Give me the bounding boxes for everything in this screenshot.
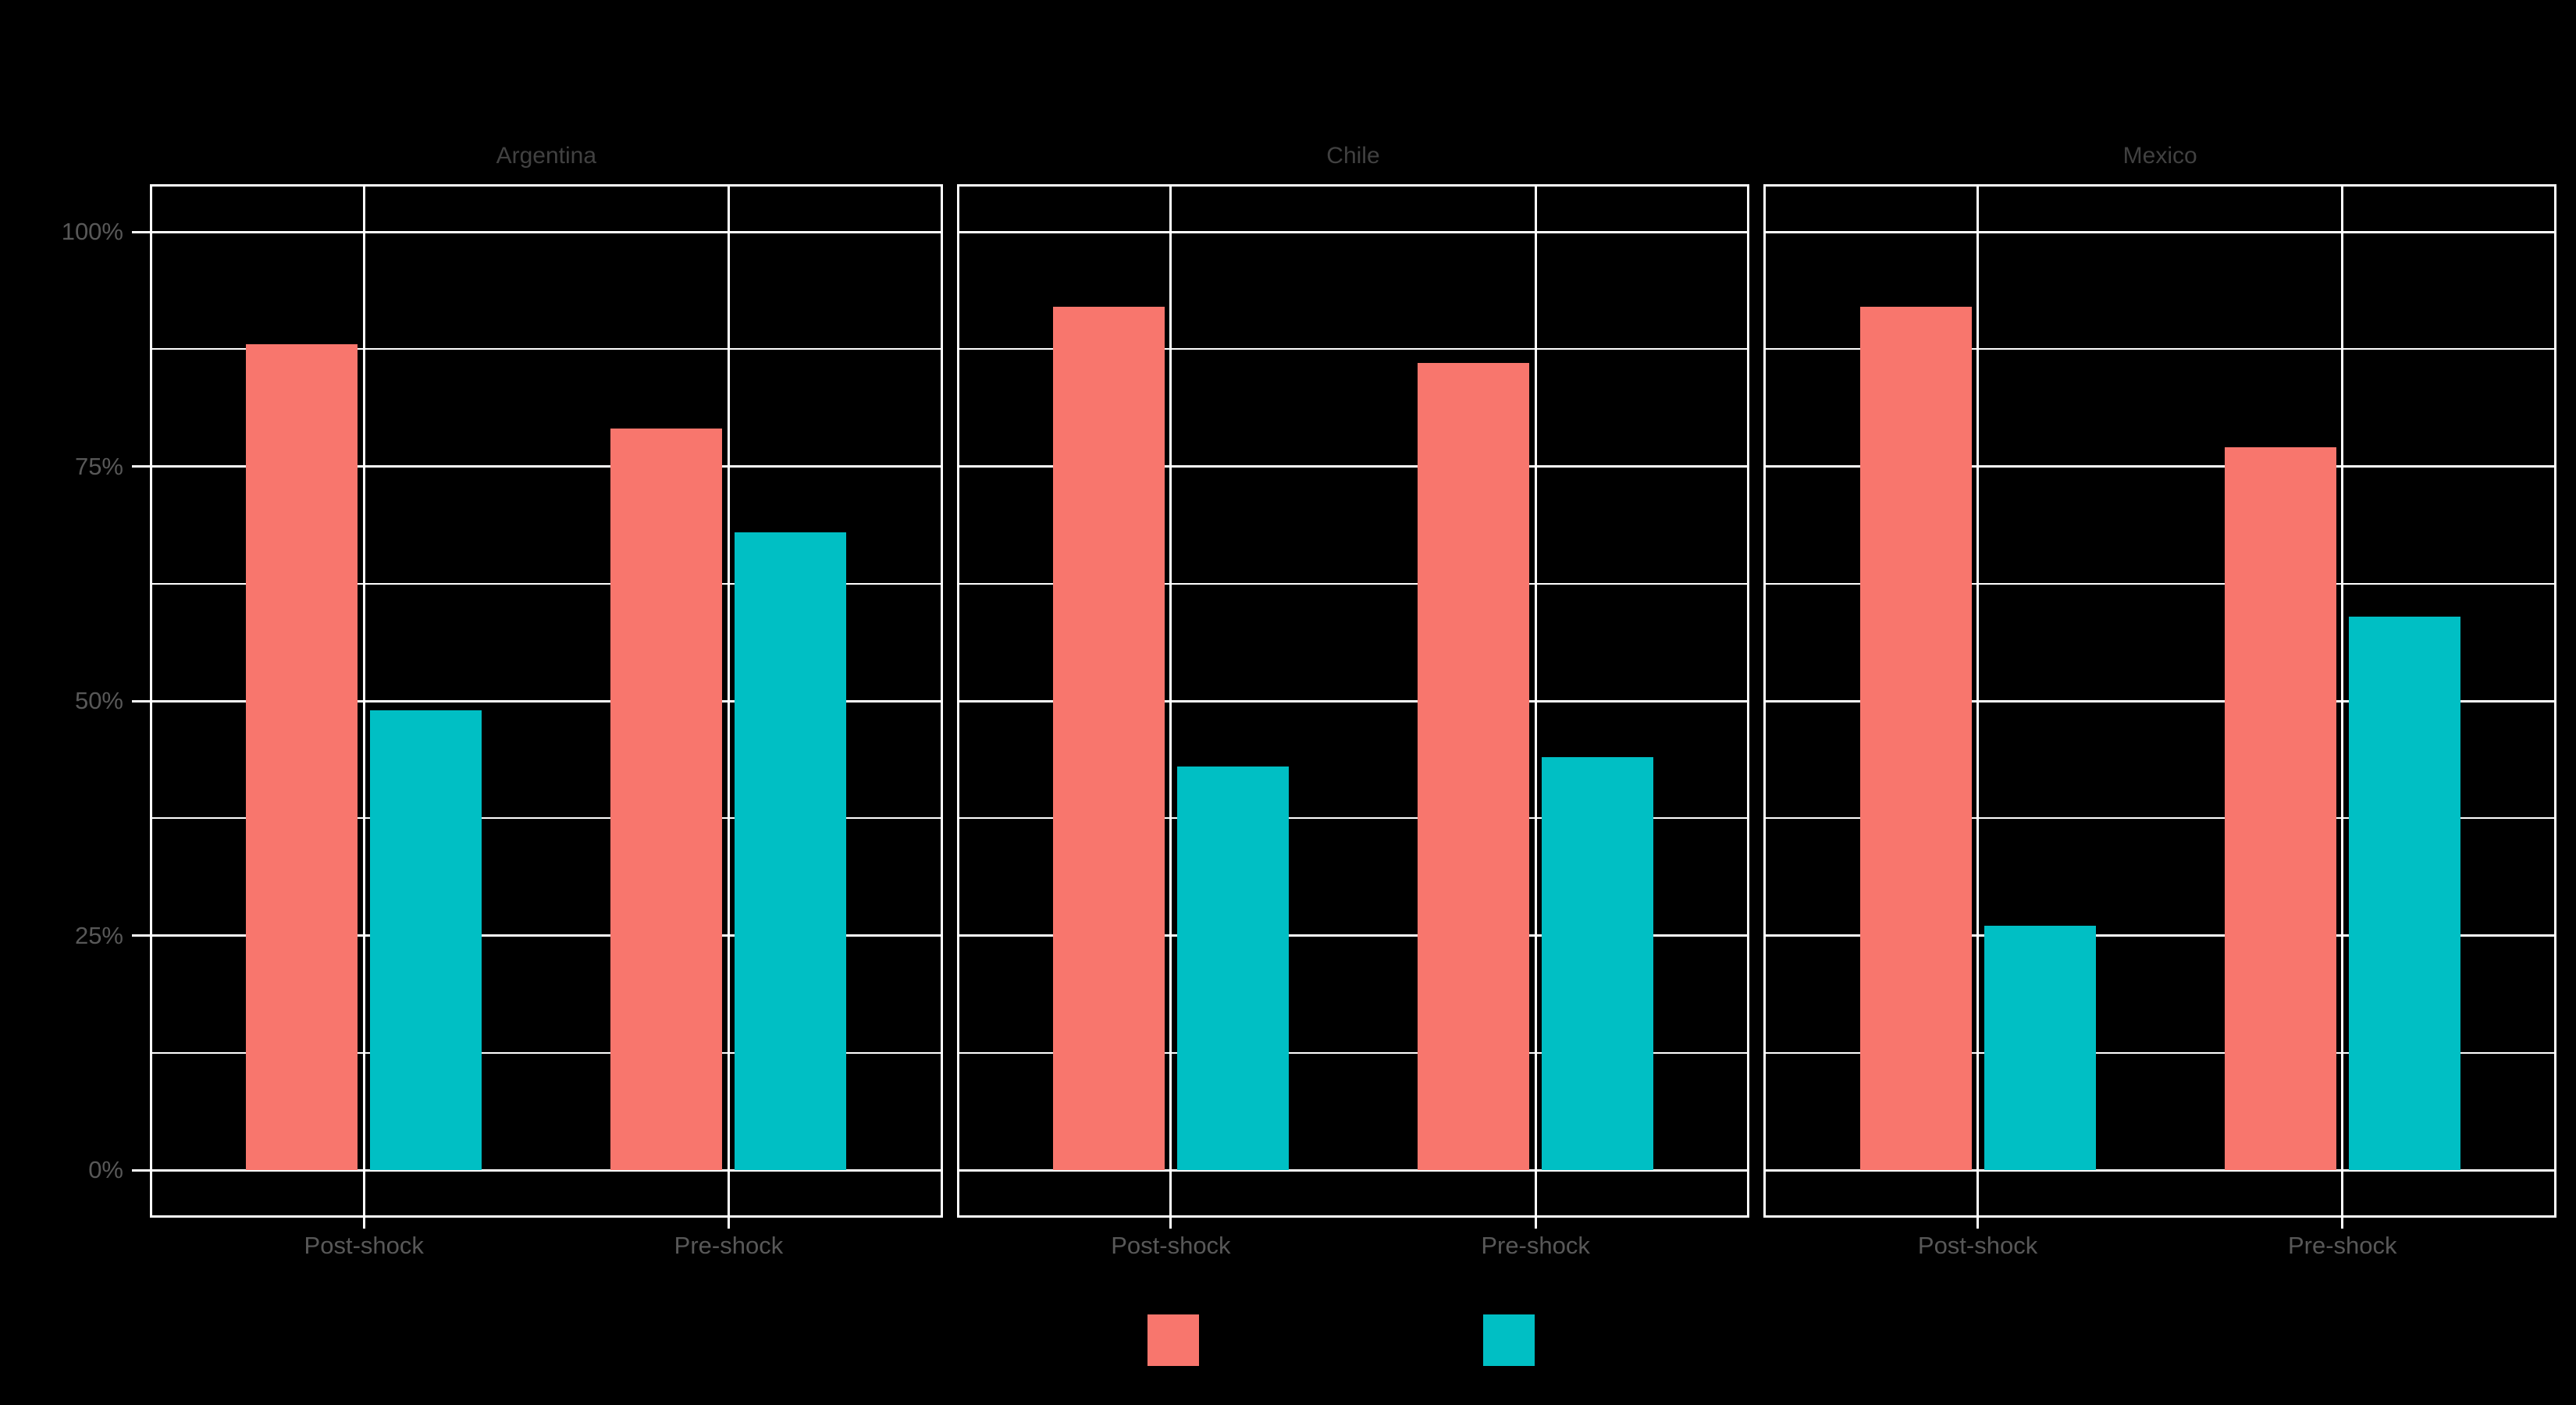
bar (1984, 926, 2096, 1170)
facet-panel (956, 184, 1750, 1218)
gridline-horizontal-minor (959, 582, 1748, 585)
gridline-horizontal-major (959, 465, 1748, 468)
gridline-horizontal-minor (152, 817, 941, 820)
x-axis-tick (362, 1218, 365, 1229)
gridline-vertical-major (1976, 187, 1980, 1215)
x-axis-label: Post-shock (304, 1232, 424, 1259)
gridline-horizontal-major (152, 465, 941, 468)
gridline-horizontal-major (152, 230, 941, 233)
gridline-horizontal-minor (152, 348, 941, 350)
gridline-horizontal-major (959, 1168, 1748, 1172)
gridline-vertical-major (362, 187, 365, 1215)
gridline-horizontal-minor (1766, 582, 2554, 585)
bar (1176, 767, 1289, 1170)
gridline-horizontal-minor (959, 348, 1748, 350)
x-axis-label: Post-shock (1917, 1232, 2038, 1259)
gridline-horizontal-major (1766, 230, 2554, 233)
facet-title: Argentina (496, 143, 597, 169)
gridline-horizontal-major (152, 934, 941, 937)
legend-swatch (1483, 1314, 1535, 1366)
x-axis-label: Pre-shock (2287, 1232, 2397, 1259)
bar (735, 532, 847, 1170)
x-axis-tick (727, 1218, 730, 1229)
gridline-horizontal-major (959, 699, 1748, 702)
x-axis-tick (2341, 1218, 2344, 1229)
x-axis-tick (1534, 1218, 1537, 1229)
bar (370, 710, 482, 1170)
gridline-vertical-major (727, 187, 730, 1215)
gridline-horizontal-minor (1766, 817, 2554, 820)
bar (246, 344, 358, 1170)
gridline-horizontal-major (152, 1168, 941, 1172)
gridline-horizontal-major (1766, 934, 2554, 937)
gridline-vertical-major (1169, 187, 1172, 1215)
gridline-horizontal-major (152, 699, 941, 702)
y-axis-label: 25% (74, 921, 123, 949)
y-axis-label: 50% (74, 687, 123, 714)
y-axis-tick (132, 465, 150, 468)
gridline-horizontal-major (1766, 1168, 2554, 1172)
facet-title: Mexico (2122, 143, 2197, 169)
facet-panel (150, 184, 943, 1218)
gridline-horizontal-major (959, 230, 1748, 233)
bar (1418, 363, 1530, 1170)
gridline-horizontal-minor (152, 582, 941, 585)
facet-title: Chile (1326, 143, 1380, 169)
gridline-horizontal-minor (959, 817, 1748, 820)
gridline-horizontal-major (959, 934, 1748, 937)
x-axis-tick (1976, 1218, 1980, 1229)
y-axis-tick (132, 1168, 150, 1172)
legend-swatch (1147, 1314, 1199, 1366)
y-axis-label: 75% (74, 452, 123, 480)
y-axis-tick (132, 230, 150, 233)
gridline-vertical-major (1534, 187, 1537, 1215)
gridline-horizontal-minor (959, 1051, 1748, 1054)
y-axis-tick (132, 699, 150, 702)
bar (1542, 757, 1654, 1170)
y-axis-label: 100% (61, 218, 123, 245)
x-axis-tick (1169, 1218, 1172, 1229)
x-axis-label: Pre-shock (674, 1232, 784, 1259)
bar (2348, 616, 2460, 1170)
gridline-horizontal-minor (1766, 1051, 2554, 1054)
gridline-horizontal-minor (1766, 348, 2554, 350)
y-axis-label: 0% (88, 1156, 123, 1183)
bar (2224, 447, 2336, 1170)
gridline-vertical-major (2341, 187, 2344, 1215)
bar (610, 429, 723, 1170)
bar (1052, 307, 1165, 1170)
x-axis-label: Pre-shock (1481, 1232, 1590, 1259)
x-axis-label: Post-shock (1111, 1232, 1231, 1259)
bar (1859, 307, 1972, 1170)
gridline-horizontal-minor (152, 1051, 941, 1054)
gridline-horizontal-major (1766, 699, 2554, 702)
facet-panel (1763, 184, 2556, 1218)
gridline-horizontal-major (1766, 465, 2554, 468)
y-axis-tick (132, 934, 150, 937)
